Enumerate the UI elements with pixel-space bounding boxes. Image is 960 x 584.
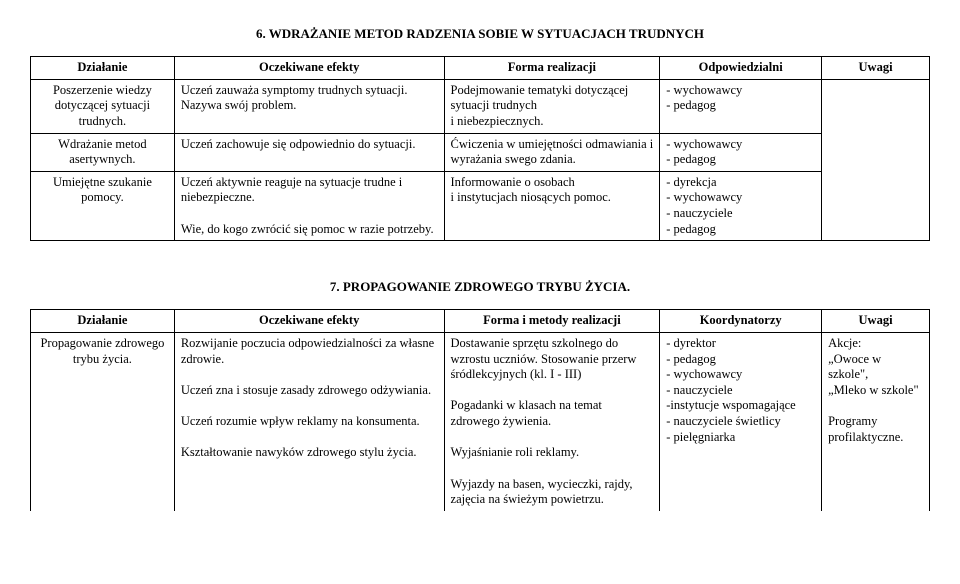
cell-efekty: Rozwijanie poczucia odpowiedzialności za… bbox=[174, 332, 444, 510]
cell-odp: - dyrekcja- wychowawcy- nauczyciele- ped… bbox=[660, 171, 822, 241]
header-odp: Odpowiedzialni bbox=[660, 57, 822, 80]
header-uwagi: Uwagi bbox=[822, 310, 930, 333]
header-uwagi: Uwagi bbox=[822, 57, 930, 80]
cell-forma: Podejmowanie tematyki dotyczącej sytuacj… bbox=[444, 79, 660, 133]
section7-table: Działanie Oczekiwane efekty Forma i meto… bbox=[30, 309, 930, 511]
cell-odp: - wychowawcy- pedagog bbox=[660, 133, 822, 171]
cell-dzialanie: Wdrażanie metod asertywnych. bbox=[31, 133, 175, 171]
table-header-row: Działanie Oczekiwane efekty Forma i meto… bbox=[31, 310, 930, 333]
table-row: Umiejętne szukanie pomocy. Uczeń aktywni… bbox=[31, 171, 930, 241]
header-efekty: Oczekiwane efekty bbox=[174, 57, 444, 80]
cell-efekty: Uczeń zauważa symptomy trudnych sytuacji… bbox=[174, 79, 444, 133]
section6-table: Działanie Oczekiwane efekty Forma realiz… bbox=[30, 56, 930, 241]
cell-dzialanie: Propagowanie zdrowego trybu życia. bbox=[31, 332, 175, 510]
table-row: Poszerzenie wiedzy dotyczącej sytuacji t… bbox=[31, 79, 930, 133]
section7-title: 7. PROPAGOWANIE ZDROWEGO TRYBU ŻYCIA. bbox=[30, 279, 930, 295]
table-header-row: Działanie Oczekiwane efekty Forma realiz… bbox=[31, 57, 930, 80]
cell-uwagi: Akcje:„Owoce w szkole",„Mleko w szkole" … bbox=[822, 332, 930, 510]
cell-forma: Informowanie o osobachi instytucjach nio… bbox=[444, 171, 660, 241]
cell-dzialanie: Umiejętne szukanie pomocy. bbox=[31, 171, 175, 241]
header-forma: Forma i metody realizacji bbox=[444, 310, 660, 333]
cell-forma: Dostawanie sprzętu szkolnego do wzrostu … bbox=[444, 332, 660, 510]
header-odp: Koordynatorzy bbox=[660, 310, 822, 333]
cell-forma: Ćwiczenia w umiejętności odmawiania i wy… bbox=[444, 133, 660, 171]
header-dzialanie: Działanie bbox=[31, 310, 175, 333]
cell-efekty: Uczeń zachowuje się odpowiednio do sytua… bbox=[174, 133, 444, 171]
header-dzialanie: Działanie bbox=[31, 57, 175, 80]
header-efekty: Oczekiwane efekty bbox=[174, 310, 444, 333]
cell-efekty: Uczeń aktywnie reaguje na sytuacje trudn… bbox=[174, 171, 444, 241]
cell-odp: - wychowawcy- pedagog bbox=[660, 79, 822, 133]
table-row: Wdrażanie metod asertywnych. Uczeń zacho… bbox=[31, 133, 930, 171]
cell-odp: - dyrektor- pedagog- wychowawcy- nauczyc… bbox=[660, 332, 822, 510]
header-forma: Forma realizacji bbox=[444, 57, 660, 80]
cell-dzialanie: Poszerzenie wiedzy dotyczącej sytuacji t… bbox=[31, 79, 175, 133]
cell-uwagi bbox=[822, 79, 930, 241]
table-row: Propagowanie zdrowego trybu życia. Rozwi… bbox=[31, 332, 930, 510]
section6-title: 6. WDRAŻANIE METOD RADZENIA SOBIE W SYTU… bbox=[30, 26, 930, 42]
